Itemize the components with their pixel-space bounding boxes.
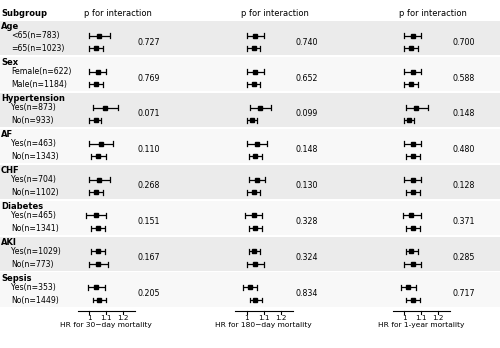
Text: 0.205: 0.205 xyxy=(138,289,160,298)
Text: 0.148: 0.148 xyxy=(452,110,475,118)
Text: 1.2: 1.2 xyxy=(275,315,286,321)
Bar xyxy=(0,165,500,199)
Bar xyxy=(0,21,500,55)
Text: 0.717: 0.717 xyxy=(452,289,475,298)
Text: Subgroup: Subgroup xyxy=(1,9,47,18)
Text: p for interaction: p for interaction xyxy=(84,9,152,18)
Text: 0.588: 0.588 xyxy=(452,73,475,82)
Text: 1: 1 xyxy=(244,315,249,321)
Text: 0.834: 0.834 xyxy=(295,289,318,298)
Text: 0.128: 0.128 xyxy=(452,181,475,190)
Text: <65(n=783): <65(n=783) xyxy=(11,31,60,40)
Text: Sepsis: Sepsis xyxy=(1,274,32,283)
Text: Female(n=622): Female(n=622) xyxy=(11,67,72,76)
Text: No(n=1341): No(n=1341) xyxy=(11,224,59,233)
Text: Yes(n=353): Yes(n=353) xyxy=(11,283,56,292)
Text: 1.1: 1.1 xyxy=(258,315,270,321)
Text: Yes(n=463): Yes(n=463) xyxy=(11,139,56,148)
Text: 1.2: 1.2 xyxy=(118,315,129,321)
Text: 0.167: 0.167 xyxy=(138,253,160,262)
Text: No(n=773): No(n=773) xyxy=(11,260,53,269)
Text: 0.285: 0.285 xyxy=(452,253,475,262)
Bar xyxy=(0,272,500,307)
Text: 0.148: 0.148 xyxy=(295,145,318,155)
Text: 0.110: 0.110 xyxy=(138,145,160,155)
Text: 0.700: 0.700 xyxy=(452,38,475,47)
Bar xyxy=(0,237,500,271)
Text: CHF: CHF xyxy=(1,166,20,175)
Bar xyxy=(0,200,500,235)
Text: 1.1: 1.1 xyxy=(100,315,112,321)
Text: p for interaction: p for interaction xyxy=(241,9,309,18)
Text: AKI: AKI xyxy=(1,238,17,247)
Text: Yes(n=465): Yes(n=465) xyxy=(11,211,56,220)
Text: 0.480: 0.480 xyxy=(452,145,475,155)
Text: No(n=1449): No(n=1449) xyxy=(11,295,59,304)
Bar xyxy=(0,129,500,163)
Text: AF: AF xyxy=(1,130,13,139)
Text: 0.727: 0.727 xyxy=(138,38,160,47)
Text: 0.268: 0.268 xyxy=(138,181,160,190)
Text: 0.071: 0.071 xyxy=(138,110,160,118)
Text: 0.769: 0.769 xyxy=(138,73,160,82)
Text: =65(n=1023): =65(n=1023) xyxy=(11,44,64,53)
Text: No(n=933): No(n=933) xyxy=(11,116,53,125)
Text: Diabetes: Diabetes xyxy=(1,202,43,211)
Text: HR for 30−day mortality: HR for 30−day mortality xyxy=(60,322,152,328)
Text: No(n=1102): No(n=1102) xyxy=(11,188,58,197)
Text: HR for 180−day mortality: HR for 180−day mortality xyxy=(216,322,312,328)
Text: 1.1: 1.1 xyxy=(416,315,427,321)
Bar xyxy=(0,57,500,92)
Text: Yes(n=873): Yes(n=873) xyxy=(11,103,56,112)
Bar xyxy=(0,93,500,127)
Text: p for interaction: p for interaction xyxy=(398,9,466,18)
Text: Hypertension: Hypertension xyxy=(1,94,65,103)
Text: 0.328: 0.328 xyxy=(295,217,318,226)
Text: 0.324: 0.324 xyxy=(295,253,318,262)
Text: Male(n=1184): Male(n=1184) xyxy=(11,80,67,89)
Text: Yes(n=704): Yes(n=704) xyxy=(11,175,56,184)
Text: 0.130: 0.130 xyxy=(295,181,318,190)
Text: 1: 1 xyxy=(402,315,406,321)
Text: 0.371: 0.371 xyxy=(452,217,475,226)
Text: Sex: Sex xyxy=(1,58,18,67)
Text: 0.740: 0.740 xyxy=(295,38,318,47)
Text: 0.652: 0.652 xyxy=(295,73,318,82)
Text: 0.151: 0.151 xyxy=(138,217,160,226)
Text: 0.099: 0.099 xyxy=(295,110,318,118)
Text: HR for 1-year mortality: HR for 1-year mortality xyxy=(378,322,464,328)
Text: Yes(n=1029): Yes(n=1029) xyxy=(11,247,61,256)
Text: 1.2: 1.2 xyxy=(432,315,444,321)
Text: 1: 1 xyxy=(87,315,92,321)
Text: Age: Age xyxy=(1,22,19,31)
Text: No(n=1343): No(n=1343) xyxy=(11,152,58,161)
